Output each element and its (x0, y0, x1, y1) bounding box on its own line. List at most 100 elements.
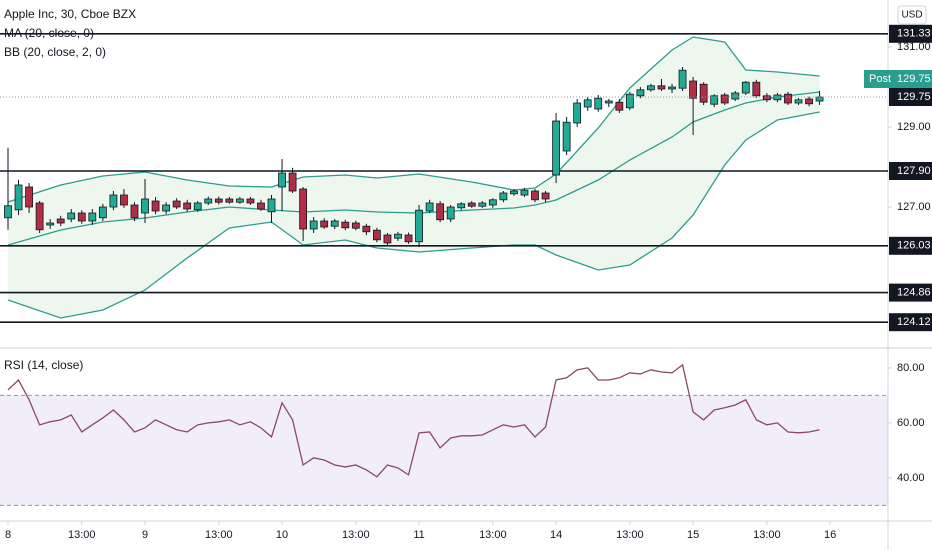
candle-body (415, 209, 423, 243)
candle-body (499, 192, 508, 201)
candle-body (77, 212, 86, 222)
candle-body (794, 99, 803, 104)
candle-body (573, 102, 582, 124)
main-pane (0, 32, 888, 324)
candle-body (130, 204, 139, 219)
candle-body (510, 190, 518, 195)
rsi-band (0, 395, 888, 506)
candle-body (183, 202, 192, 210)
candle-body (35, 202, 44, 231)
candle-body (636, 89, 645, 97)
candle-body (204, 198, 213, 204)
candle-body (436, 203, 445, 221)
chart-title: Apple Inc, 30, Cboe BZX (4, 7, 136, 21)
last-price-tag (889, 88, 932, 106)
candle-body (278, 172, 286, 188)
candle-body (341, 221, 350, 229)
indicator-label: BB (20, close, 2, 0) (4, 45, 106, 59)
y-tick-label: 40.00 (897, 472, 925, 484)
x-tick-label: 10 (276, 529, 288, 541)
candle-body (14, 184, 23, 211)
price-tag (889, 236, 932, 255)
candle-body (172, 200, 181, 208)
candle-body (784, 93, 792, 104)
candle-body (531, 190, 539, 201)
candle-body (647, 85, 655, 91)
candle-body (288, 172, 297, 192)
price-tag (889, 283, 932, 302)
y-tick-label: 60.00 (897, 417, 925, 429)
x-tick-label: 13:00 (479, 529, 507, 541)
candle-body (320, 220, 329, 228)
x-tick-label: 13:00 (342, 529, 370, 541)
candle-body (541, 192, 550, 200)
x-tick-label: 13:00 (616, 529, 644, 541)
candle-body (257, 202, 265, 210)
x-tick-label: 16 (824, 529, 836, 541)
candle-body (520, 189, 529, 196)
candle-body (457, 203, 466, 209)
candle-body (752, 81, 761, 97)
y-tick-label: 80.00 (897, 362, 925, 374)
rsi-pane (0, 363, 888, 506)
candle-body (615, 101, 624, 111)
price-tag-label: 124.86 (897, 287, 931, 299)
bb-upper (7, 36, 820, 203)
candle-body (552, 120, 560, 176)
candle-body (330, 220, 339, 227)
y-tick-label: 129.00 (897, 121, 931, 133)
price-tag (889, 313, 932, 332)
candle-body (88, 212, 97, 222)
y-tick-label: 127.00 (897, 201, 931, 213)
price-tag (889, 162, 932, 180)
last-price-label: 129.75 (897, 91, 931, 103)
post-tag (864, 70, 932, 88)
currency-label[interactable]: USD (901, 10, 922, 21)
post-tag-label: 129.75 (897, 73, 931, 85)
candle-body (235, 198, 244, 203)
candle-body (625, 93, 634, 109)
x-tick-label: 13:00 (68, 529, 96, 541)
candle-body (741, 81, 750, 94)
candle-body (56, 218, 65, 224)
candle-body (720, 94, 729, 104)
candle-body (478, 202, 487, 207)
candle-body (214, 198, 223, 203)
candle-body (225, 198, 234, 203)
bb-basis (7, 91, 820, 246)
candle-body (678, 69, 687, 89)
x-tick-label: 9 (142, 529, 148, 541)
price-tag (889, 24, 932, 43)
candle-body (351, 222, 360, 229)
x-tick-label: 13:00 (205, 529, 233, 541)
candle-body (815, 96, 824, 102)
candle-body (594, 97, 603, 110)
price-tag-label: 126.03 (897, 240, 931, 252)
candle-body (710, 95, 719, 105)
candle-body (109, 194, 118, 208)
x-tick-label: 11 (413, 529, 424, 541)
candle-body (162, 204, 171, 212)
candle-body (657, 85, 666, 90)
candle-body (467, 202, 476, 207)
candle-body (583, 99, 592, 108)
rsi-title: RSI (14, close) (4, 358, 83, 372)
currency-box[interactable] (897, 5, 927, 25)
candle-body (299, 188, 308, 230)
candle-body (67, 212, 76, 220)
candle-body (488, 199, 497, 206)
candle-body (151, 200, 160, 212)
candle-body (141, 198, 149, 214)
candle-body (362, 225, 371, 233)
candle-body (383, 234, 392, 244)
candle-body (805, 98, 813, 105)
candle-body (404, 234, 413, 243)
bb-lower (7, 111, 820, 319)
y-tick-label: 131.00 (897, 41, 931, 53)
post-tag-name: Post (869, 73, 891, 85)
candle-body (668, 86, 676, 90)
candle-body (689, 80, 697, 99)
